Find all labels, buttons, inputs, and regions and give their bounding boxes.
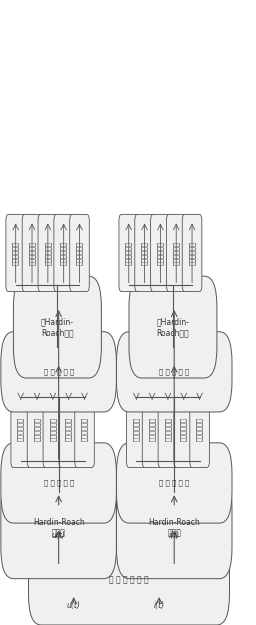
Text: 逆Hardin-
Roach变换: 逆Hardin- Roach变换 (41, 317, 74, 337)
Text: 多 心 数 分 离: 多 心 数 分 离 (44, 479, 74, 486)
FancyBboxPatch shape (13, 276, 101, 378)
FancyBboxPatch shape (43, 391, 63, 468)
Text: 直 轴 採 集 电 路: 直 轴 採 集 电 路 (109, 576, 149, 585)
FancyBboxPatch shape (119, 214, 138, 292)
FancyBboxPatch shape (190, 391, 209, 468)
FancyBboxPatch shape (75, 391, 94, 468)
FancyBboxPatch shape (28, 536, 229, 625)
FancyBboxPatch shape (1, 443, 116, 523)
Text: u(t): u(t) (67, 601, 81, 609)
Text: 逆Hardin-
Roach变换: 逆Hardin- Roach变换 (156, 317, 189, 337)
FancyBboxPatch shape (126, 391, 146, 468)
Text: 谐波电流信号: 谐波电流信号 (141, 241, 148, 265)
FancyBboxPatch shape (158, 391, 178, 468)
Text: 冲击电流信号: 冲击电流信号 (173, 241, 179, 265)
Text: 基波电流系数: 基波电流系数 (133, 417, 140, 441)
FancyBboxPatch shape (6, 214, 26, 292)
Text: 基波电压信号: 基波电压信号 (12, 241, 19, 265)
FancyBboxPatch shape (54, 214, 73, 292)
Text: Hardin-Roach
预滤波: Hardin-Roach 预滤波 (148, 518, 200, 538)
FancyBboxPatch shape (116, 443, 232, 523)
FancyBboxPatch shape (38, 214, 58, 292)
Text: 其他瞬变信号: 其他瞬变信号 (76, 241, 83, 265)
FancyBboxPatch shape (116, 332, 232, 412)
Text: i(t): i(t) (169, 531, 180, 540)
FancyBboxPatch shape (70, 214, 89, 292)
FancyBboxPatch shape (1, 332, 116, 412)
Text: 冲击电流系数: 冲击电流系数 (180, 417, 187, 441)
FancyBboxPatch shape (59, 391, 79, 468)
FancyBboxPatch shape (151, 214, 170, 292)
FancyBboxPatch shape (166, 214, 186, 292)
FancyBboxPatch shape (182, 214, 202, 292)
FancyBboxPatch shape (142, 391, 162, 468)
Text: 其他瞬变信号: 其他瞬变信号 (189, 241, 195, 265)
Text: 冲击电压系数: 冲击电压系数 (65, 417, 72, 441)
Text: 多 心 数 分 离: 多 心 数 分 离 (159, 479, 189, 486)
FancyBboxPatch shape (22, 214, 42, 292)
Text: 多 心 数 相 乘: 多 心 数 相 乘 (159, 369, 189, 375)
Text: 闪变电压信号: 闪变电压信号 (45, 241, 51, 265)
Text: 其他瞬变系数: 其他瞬变系数 (196, 417, 203, 441)
FancyBboxPatch shape (116, 477, 232, 579)
Text: 基波电压系数: 基波电压系数 (17, 417, 24, 441)
Text: Hardin-Roach
预滤波: Hardin-Roach 预滤波 (33, 518, 84, 538)
Text: 谐波电压系数: 谐波电压系数 (34, 417, 40, 441)
FancyBboxPatch shape (27, 391, 47, 468)
Text: 闪变电流系数: 闪变电流系数 (165, 417, 171, 441)
Text: i(t): i(t) (154, 601, 165, 609)
Text: 闪变电流信号: 闪变电流信号 (157, 241, 164, 265)
Text: u(t): u(t) (52, 531, 66, 540)
FancyBboxPatch shape (174, 391, 194, 468)
Text: 闪变电压系数: 闪变电压系数 (50, 417, 56, 441)
Text: 冲击电压信号: 冲击电压信号 (60, 241, 67, 265)
FancyBboxPatch shape (129, 276, 217, 378)
Text: 多 心 数 相 乘: 多 心 数 相 乘 (44, 369, 74, 375)
Text: 谐波电流系数: 谐波电流系数 (149, 417, 155, 441)
Text: 谐波电压信号: 谐波电压信号 (29, 241, 35, 265)
Text: 基波电流信号: 基波电流信号 (125, 241, 132, 265)
FancyBboxPatch shape (11, 391, 30, 468)
FancyBboxPatch shape (135, 214, 154, 292)
FancyBboxPatch shape (1, 477, 116, 579)
Text: 其他瞬变系数: 其他瞬变系数 (81, 417, 88, 441)
